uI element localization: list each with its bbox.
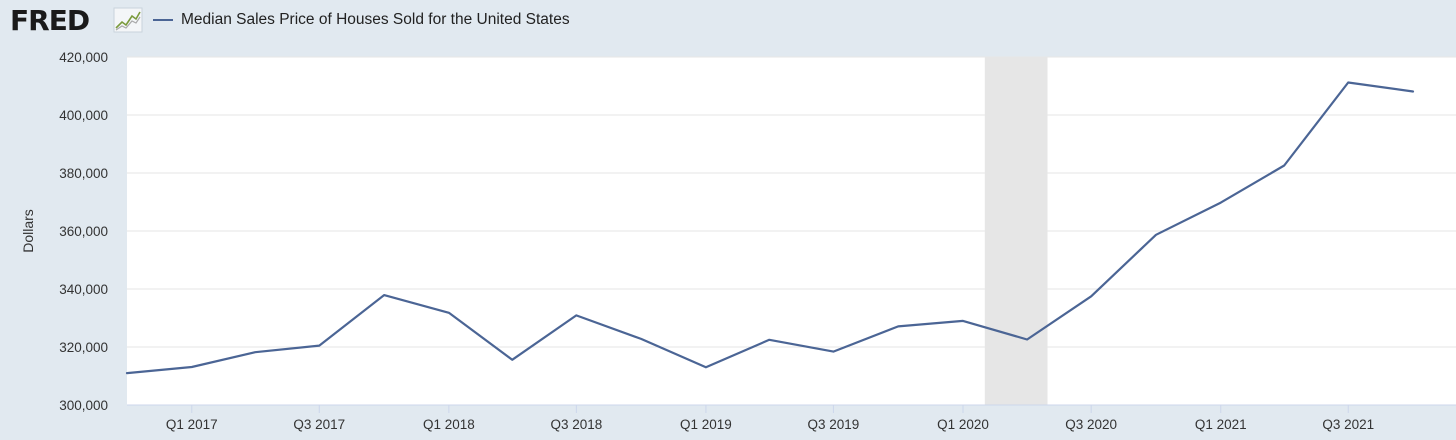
x-tick-label: Q3 2018 [550, 417, 602, 432]
x-tick-label: Q3 2017 [293, 417, 345, 432]
chart-legend[interactable]: Median Sales Price of Houses Sold for th… [153, 9, 570, 31]
legend-label: Median Sales Price of Houses Sold for th… [181, 11, 570, 28]
x-tick-label: Q3 2021 [1322, 417, 1374, 432]
chart-header: FRED Median Sales Price of Houses Sold f… [0, 0, 1456, 44]
x-tick-label: Q1 2018 [423, 417, 475, 432]
y-tick-label: 380,000 [59, 166, 108, 181]
y-tick-label: 340,000 [59, 282, 108, 297]
fred-logo[interactable]: FRED [10, 4, 90, 37]
x-tick-label: Q1 2017 [166, 417, 218, 432]
y-tick-label: 360,000 [59, 224, 108, 239]
y-tick-label: 420,000 [59, 50, 108, 65]
legend-swatch [153, 19, 173, 21]
y-tick-label: 400,000 [59, 108, 108, 123]
y-tick-label: 300,000 [59, 398, 108, 413]
y-tick-label: 320,000 [59, 340, 108, 355]
x-tick-label: Q1 2020 [937, 417, 989, 432]
x-tick-label: Q1 2021 [1195, 417, 1247, 432]
x-tick-label: Q3 2020 [1065, 417, 1117, 432]
x-tick-label: Q3 2019 [808, 417, 860, 432]
series-line [125, 81, 1415, 375]
line-chart-icon [113, 7, 143, 33]
y-axis-title: Dollars [20, 209, 36, 253]
x-tick-label: Q1 2019 [680, 417, 732, 432]
